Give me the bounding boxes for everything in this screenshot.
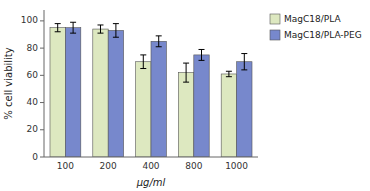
error-bar — [226, 71, 232, 76]
legend-swatch — [270, 14, 280, 24]
error-cap — [156, 46, 162, 47]
x-tick-label: 800 — [185, 161, 202, 171]
legend: MagC18/PLA MagC18/PLA-PEG — [270, 14, 362, 41]
error-line — [244, 54, 245, 70]
error-cap — [199, 60, 205, 61]
error-cap — [113, 23, 119, 24]
error-cap — [70, 22, 76, 23]
error-cap — [97, 33, 103, 34]
error-line — [201, 49, 202, 60]
x-tick-label: 400 — [142, 161, 159, 171]
x-tick-label: 200 — [100, 161, 117, 171]
y-tick — [40, 102, 44, 103]
error-cap — [97, 24, 103, 25]
bar — [221, 74, 236, 157]
error-cap — [226, 76, 232, 77]
bar — [178, 73, 193, 157]
plot-area — [50, 22, 252, 157]
y-tick-label: 20 — [27, 124, 39, 134]
y-tick-label: 80 — [27, 43, 39, 53]
bar — [65, 28, 80, 157]
error-cap — [70, 33, 76, 34]
error-line — [115, 24, 116, 38]
bar — [237, 62, 252, 157]
error-line — [143, 55, 144, 69]
legend-label: MagC18/PLA-PEG — [284, 30, 362, 40]
error-cap — [241, 53, 247, 54]
error-line — [57, 24, 58, 32]
error-bar — [199, 49, 205, 60]
legend-label: MagC18/PLA — [284, 14, 341, 24]
error-bar — [156, 36, 162, 47]
error-bar — [97, 25, 103, 33]
error-bar — [183, 63, 189, 82]
error-cap — [183, 82, 189, 83]
error-bar — [113, 24, 119, 38]
y-tick — [40, 48, 44, 49]
error-bar — [55, 24, 61, 32]
x-tick-label: 100 — [57, 161, 74, 171]
error-cap — [55, 31, 61, 32]
y-tick-label: 40 — [27, 97, 39, 107]
error-line — [158, 36, 159, 47]
bar — [136, 62, 151, 157]
bar — [108, 30, 123, 157]
bar — [194, 55, 209, 157]
bar — [151, 41, 166, 157]
legend-swatch — [270, 30, 280, 40]
error-cap — [156, 35, 162, 36]
error-cap — [241, 69, 247, 70]
error-line — [100, 25, 101, 33]
y-tick — [40, 129, 44, 130]
y-tick-label: 60 — [27, 70, 39, 80]
bar — [50, 28, 65, 157]
error-line — [186, 63, 187, 82]
y-tick — [40, 20, 44, 21]
error-cap — [199, 49, 205, 50]
x-axis — [44, 157, 258, 158]
error-cap — [226, 71, 232, 72]
error-line — [228, 71, 229, 76]
error-cap — [113, 37, 119, 38]
error-bar — [241, 54, 247, 70]
error-bar — [70, 22, 76, 33]
y-tick — [40, 157, 44, 158]
chart: 0 20 40 60 80 100 100 200 400 800 1000 μg/ml % cell … — [0, 0, 370, 191]
y-axis — [44, 10, 45, 157]
y-axis-label: % cell viability — [3, 47, 14, 119]
error-bar — [140, 55, 146, 69]
bar — [93, 29, 108, 157]
y-tick-label: 100 — [21, 15, 38, 25]
error-cap — [183, 63, 189, 64]
x-tick-label: 1000 — [225, 161, 248, 171]
x-axis-label: μg/ml — [136, 177, 166, 188]
error-cap — [140, 68, 146, 69]
error-line — [73, 22, 74, 33]
error-cap — [140, 54, 146, 55]
y-tick — [40, 75, 44, 76]
y-tick-label: 0 — [32, 152, 38, 162]
error-cap — [55, 23, 61, 24]
